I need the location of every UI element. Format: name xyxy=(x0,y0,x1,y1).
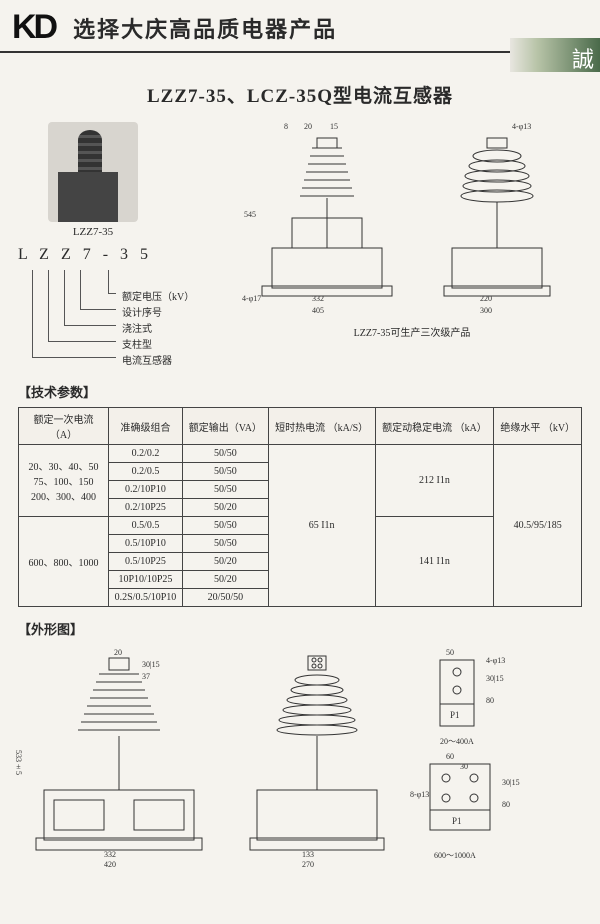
dim: 8 xyxy=(284,122,288,131)
dim: 30|15 xyxy=(502,778,520,787)
terminal-bottom-icon: P1 xyxy=(410,752,560,852)
th: 绝缘水平 （kV） xyxy=(494,408,582,445)
dim: 30|15 xyxy=(142,660,160,669)
outline-mid: 133 270 xyxy=(232,650,402,860)
dim: 4-φ13 xyxy=(512,122,531,131)
th: 额定一次电流 （A） xyxy=(19,408,109,445)
td: 40.5/95/185 xyxy=(494,445,582,607)
legend-item: 额定电压（kV） xyxy=(122,288,194,303)
spec-table: 额定一次电流 （A） 准确级组合 额定输出（VA） 短时热电流 （kA/S） 额… xyxy=(18,407,582,607)
dim: 533±5 xyxy=(14,750,23,775)
dim: 4-φ17 xyxy=(242,294,261,303)
legend-item: 设计序号 xyxy=(122,304,162,319)
outline-mid-icon xyxy=(232,650,402,860)
td: 50/50 xyxy=(182,517,268,535)
dim: 270 xyxy=(302,860,314,869)
td: 600、800、1000 xyxy=(19,517,109,607)
th: 短时热电流 （kA/S） xyxy=(268,408,375,445)
page-title: LZZ7-35、LCZ-35Q型电流互感器 xyxy=(0,81,600,108)
td: 50/50 xyxy=(182,481,268,499)
th: 准确级组合 xyxy=(109,408,183,445)
dim: 220 xyxy=(480,294,492,303)
svg-text:P1: P1 xyxy=(450,710,460,720)
td: 50/50 xyxy=(182,463,268,481)
dim: 8-φ13 xyxy=(410,790,429,799)
legend-item: 电流互感器 xyxy=(122,352,172,367)
model-code: L Z Z 7 - 3 5 xyxy=(18,246,228,264)
td: 50/20 xyxy=(182,499,268,517)
dim: 30|15 xyxy=(486,674,504,683)
td: 141 I1n xyxy=(375,517,494,607)
th: 额定输出（VA） xyxy=(182,408,268,445)
td: 0.5/10P10 xyxy=(109,535,183,553)
dim: 80 xyxy=(502,800,510,809)
drawing-front-icon xyxy=(242,128,412,308)
dim: 50 xyxy=(446,648,454,657)
dim: 133 xyxy=(302,850,314,859)
td: 10P10/10P25 xyxy=(109,571,183,589)
td: 212 I1n xyxy=(375,445,494,517)
legend-item: 支柱型 xyxy=(122,336,152,351)
td: 65 I1n xyxy=(268,445,375,607)
td: 0.2/0.2 xyxy=(109,445,183,463)
model-code-legend: 额定电压（kV） 设计序号 浇注式 支柱型 电流互感器 xyxy=(26,270,228,370)
td: 50/20 xyxy=(182,553,268,571)
outline-left-icon xyxy=(14,650,224,860)
dim: 300 xyxy=(480,306,492,315)
section-outline: 【外形图】 xyxy=(18,619,600,638)
dim: 20 xyxy=(114,648,122,657)
dim: 60 xyxy=(446,752,454,761)
top-tech-drawing: 8 20 15 545 4-φ17 332 405 xyxy=(242,122,582,370)
td: 50/50 xyxy=(182,445,268,463)
tagline: 选择大庆高品质电器产品 xyxy=(73,12,337,44)
dim: 4-φ13 xyxy=(486,656,505,665)
dim: 545 xyxy=(244,210,256,219)
outline-drawings: 20 30|15 37 533±5 332 420 133 xyxy=(0,644,600,860)
th: 额定动稳定电流 （kA） xyxy=(375,408,494,445)
td: 20/50/50 xyxy=(182,589,268,607)
dim: 30 xyxy=(460,762,468,771)
td: 0.5/0.5 xyxy=(109,517,183,535)
td: 0.2S/0.5/10P10 xyxy=(109,589,183,607)
brand-logo: KD xyxy=(12,8,55,47)
corner-badge: 誠 xyxy=(510,38,600,72)
td: 50/50 xyxy=(182,535,268,553)
drawing-side-icon xyxy=(432,128,562,308)
dim: 405 xyxy=(312,306,324,315)
product-photo xyxy=(48,122,138,222)
dim: 332 xyxy=(312,294,324,303)
outline-left: 20 30|15 37 533±5 332 420 xyxy=(14,650,224,860)
range-label: 20～400A xyxy=(440,736,474,747)
photo-caption: LZZ7-35 xyxy=(48,226,138,238)
outline-right: P1 50 4-φ13 30|15 80 20～400A P1 60 30 8-… xyxy=(410,650,580,860)
td: 50/20 xyxy=(182,571,268,589)
dim: 332 xyxy=(104,850,116,859)
range-label: 600～1000A xyxy=(434,850,476,861)
dim: 420 xyxy=(104,860,116,869)
dim: 20 xyxy=(304,122,312,131)
td: 20、30、40、50 75、100、150 200、300、400 xyxy=(19,445,109,517)
section-tech-params: 【技术参数】 xyxy=(18,382,600,401)
legend-item: 浇注式 xyxy=(122,320,152,335)
td: 0.2/0.5 xyxy=(109,463,183,481)
terminal-top-icon: P1 xyxy=(410,650,560,740)
drawing-caption: LZZ7-35可生产三次级产品 xyxy=(242,324,582,339)
td: 0.2/10P25 xyxy=(109,499,183,517)
upper-section: LZZ7-35 L Z Z 7 - 3 5 额定电压（kV） 设计序号 浇注式 … xyxy=(0,122,600,370)
dim: 80 xyxy=(486,696,494,705)
dim: 37 xyxy=(142,672,150,681)
model-legend-block: LZZ7-35 L Z Z 7 - 3 5 额定电压（kV） 设计序号 浇注式 … xyxy=(18,122,228,370)
dim: 15 xyxy=(330,122,338,131)
td: 0.2/10P10 xyxy=(109,481,183,499)
svg-text:P1: P1 xyxy=(452,816,462,826)
td: 0.5/10P25 xyxy=(109,553,183,571)
